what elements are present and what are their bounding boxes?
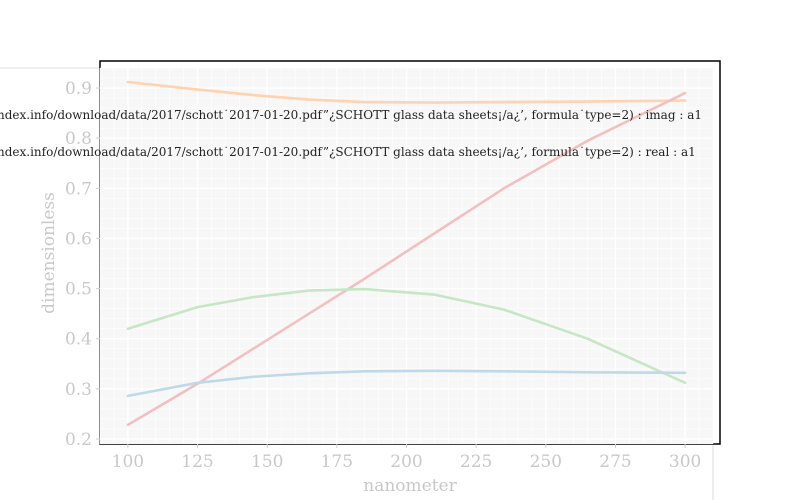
x-tick-label: 125 xyxy=(181,452,213,472)
series-line-1 xyxy=(126,91,687,427)
y-tick-label: 0.8 xyxy=(65,129,92,149)
x-tick-label: 150 xyxy=(251,452,283,472)
grid xyxy=(99,67,714,444)
x-axis-ticks: 100 125 150 175 200 225 250 275 300 xyxy=(112,444,701,472)
series-line-2 xyxy=(126,287,687,385)
x-tick-label: 275 xyxy=(599,452,631,472)
legend: ndex.info/download/data/2017/schott˙2017… xyxy=(0,108,702,159)
x-tick-label: 200 xyxy=(390,452,422,472)
y-tick-label: 0.5 xyxy=(65,280,92,300)
x-tick-label: 300 xyxy=(669,452,701,472)
y-axis-ticks: 0.2 0.3 0.4 0.5 0.6 0.7 0.8 0.9 xyxy=(65,79,100,450)
series-lines xyxy=(126,80,687,427)
y-axis-label: dimensionless xyxy=(39,192,59,314)
y-tick-label: 0.6 xyxy=(65,229,92,249)
y-tick-label: 0.3 xyxy=(65,380,92,400)
series-line-0 xyxy=(126,80,687,104)
x-tick-label: 250 xyxy=(530,452,562,472)
y-tick-label: 0.4 xyxy=(65,330,92,350)
series-line-3 xyxy=(126,369,687,398)
figure-outline xyxy=(0,67,714,500)
x-tick-label: 175 xyxy=(321,452,353,472)
x-axis-label: nanometer xyxy=(363,476,457,496)
y-tick-label: 0.7 xyxy=(65,179,92,199)
x-tick-label: 100 xyxy=(112,452,144,472)
legend-entry-real: ndex.info/download/data/2017/schott˙2017… xyxy=(0,145,696,159)
y-tick-label: 0.2 xyxy=(65,430,92,450)
y-tick-label: 0.9 xyxy=(65,79,92,99)
legend-entry-imag: ndex.info/download/data/2017/schott˙2017… xyxy=(0,108,702,122)
x-tick-label: 225 xyxy=(460,452,492,472)
